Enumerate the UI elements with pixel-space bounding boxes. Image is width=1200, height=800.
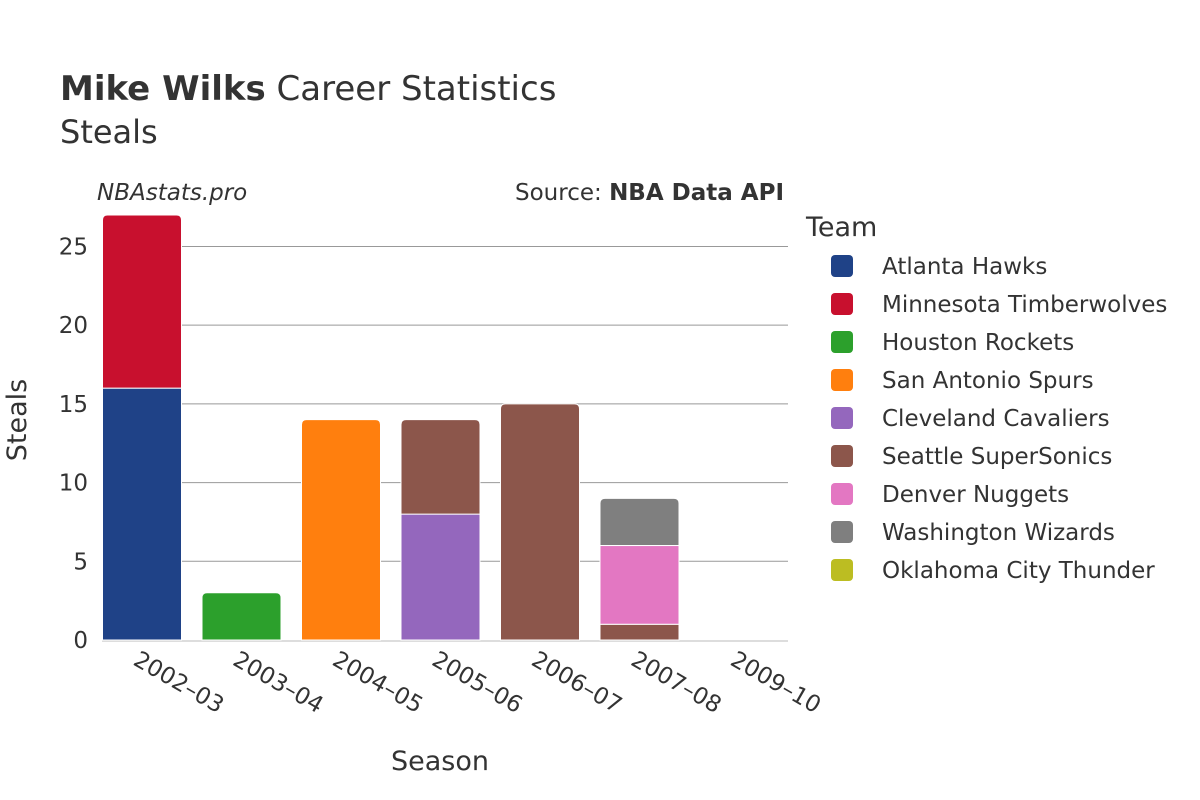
legend-swatch [831, 293, 853, 315]
legend-label: Washington Wizards [882, 520, 1115, 546]
bar-segment [501, 404, 580, 640]
y-axis-title: Steals [2, 379, 33, 461]
y-tick-label: 20 [59, 313, 88, 339]
legend-item[interactable]: Seattle SuperSonics [831, 444, 1112, 470]
chart-subtitle: Steals [60, 113, 158, 151]
chart-title-rest: Career Statistics [266, 69, 557, 109]
bars [103, 215, 680, 640]
bar-segment [401, 514, 480, 640]
y-tick-label: 10 [59, 471, 88, 497]
x-tick-label: 2006–07 [527, 647, 626, 719]
bar-segment [202, 593, 281, 640]
y-tick-label: 15 [59, 392, 88, 418]
legend-label: Cleveland Cavaliers [882, 406, 1110, 432]
x-tick-label: 2007–08 [627, 647, 726, 719]
legend-swatch [831, 255, 853, 277]
bar-segment [302, 420, 381, 640]
legend-label: Oklahoma City Thunder [882, 558, 1155, 584]
chart-title: Mike Wilks Career Statistics [60, 69, 556, 109]
bar-segment [401, 420, 480, 514]
legend-item[interactable]: Minnesota Timberwolves [831, 292, 1167, 318]
y-tick-label: 5 [73, 549, 88, 575]
legend-label: Minnesota Timberwolves [882, 292, 1167, 318]
legend-swatch [831, 559, 853, 581]
legend-label: San Antonio Spurs [882, 368, 1094, 394]
legend-item[interactable]: Houston Rockets [831, 330, 1074, 356]
x-tick-label: 2002–03 [129, 647, 228, 719]
legend-swatch [831, 331, 853, 353]
legend-item[interactable]: Atlanta Hawks [831, 254, 1047, 280]
bar-segment [600, 546, 679, 625]
legend: Atlanta Hawks Minnesota Timberwolves Houst… [831, 254, 1167, 584]
site-brand: NBAstats.pro [97, 180, 247, 206]
legend-swatch [831, 407, 853, 429]
legend-item[interactable]: Cleveland Cavaliers [831, 406, 1110, 432]
legend-label: Seattle SuperSonics [882, 444, 1112, 470]
source-credit: Source: NBA Data API [515, 180, 784, 206]
source-name: NBA Data API [609, 180, 784, 206]
x-axis-title: Season [391, 746, 489, 777]
x-tick-label: 2005–06 [428, 647, 527, 719]
legend-item[interactable]: Washington Wizards [831, 520, 1115, 546]
source-prefix: Source: [515, 180, 609, 206]
x-tick-label: 2003–04 [229, 647, 328, 719]
legend-label: Houston Rockets [882, 330, 1074, 356]
y-axis-ticks: 0 5 10 15 20 25 [59, 234, 88, 654]
legend-swatch [831, 521, 853, 543]
y-tick-label: 0 [73, 628, 88, 654]
bar-segment [600, 498, 679, 545]
bar-segment [103, 388, 182, 640]
x-tick-label: 2004–05 [328, 647, 427, 719]
chart-title-player: Mike Wilks [60, 69, 266, 109]
legend-swatch [831, 445, 853, 467]
legend-title: Team [805, 212, 877, 243]
y-tick-label: 25 [59, 234, 88, 260]
legend-label: Atlanta Hawks [882, 254, 1047, 280]
legend-label: Denver Nuggets [882, 482, 1069, 508]
legend-swatch [831, 369, 853, 391]
legend-swatch [831, 483, 853, 505]
legend-item[interactable]: Denver Nuggets [831, 482, 1069, 508]
x-axis-ticks: 2002–03 2003–04 2004–05 2005–06 2006–07 2007–… [129, 647, 825, 719]
legend-item[interactable]: Oklahoma City Thunder [831, 558, 1155, 584]
legend-item[interactable]: San Antonio Spurs [831, 368, 1094, 394]
x-tick-label: 2009–10 [726, 647, 825, 719]
bar-segment [103, 215, 182, 388]
bar-segment [600, 624, 679, 640]
